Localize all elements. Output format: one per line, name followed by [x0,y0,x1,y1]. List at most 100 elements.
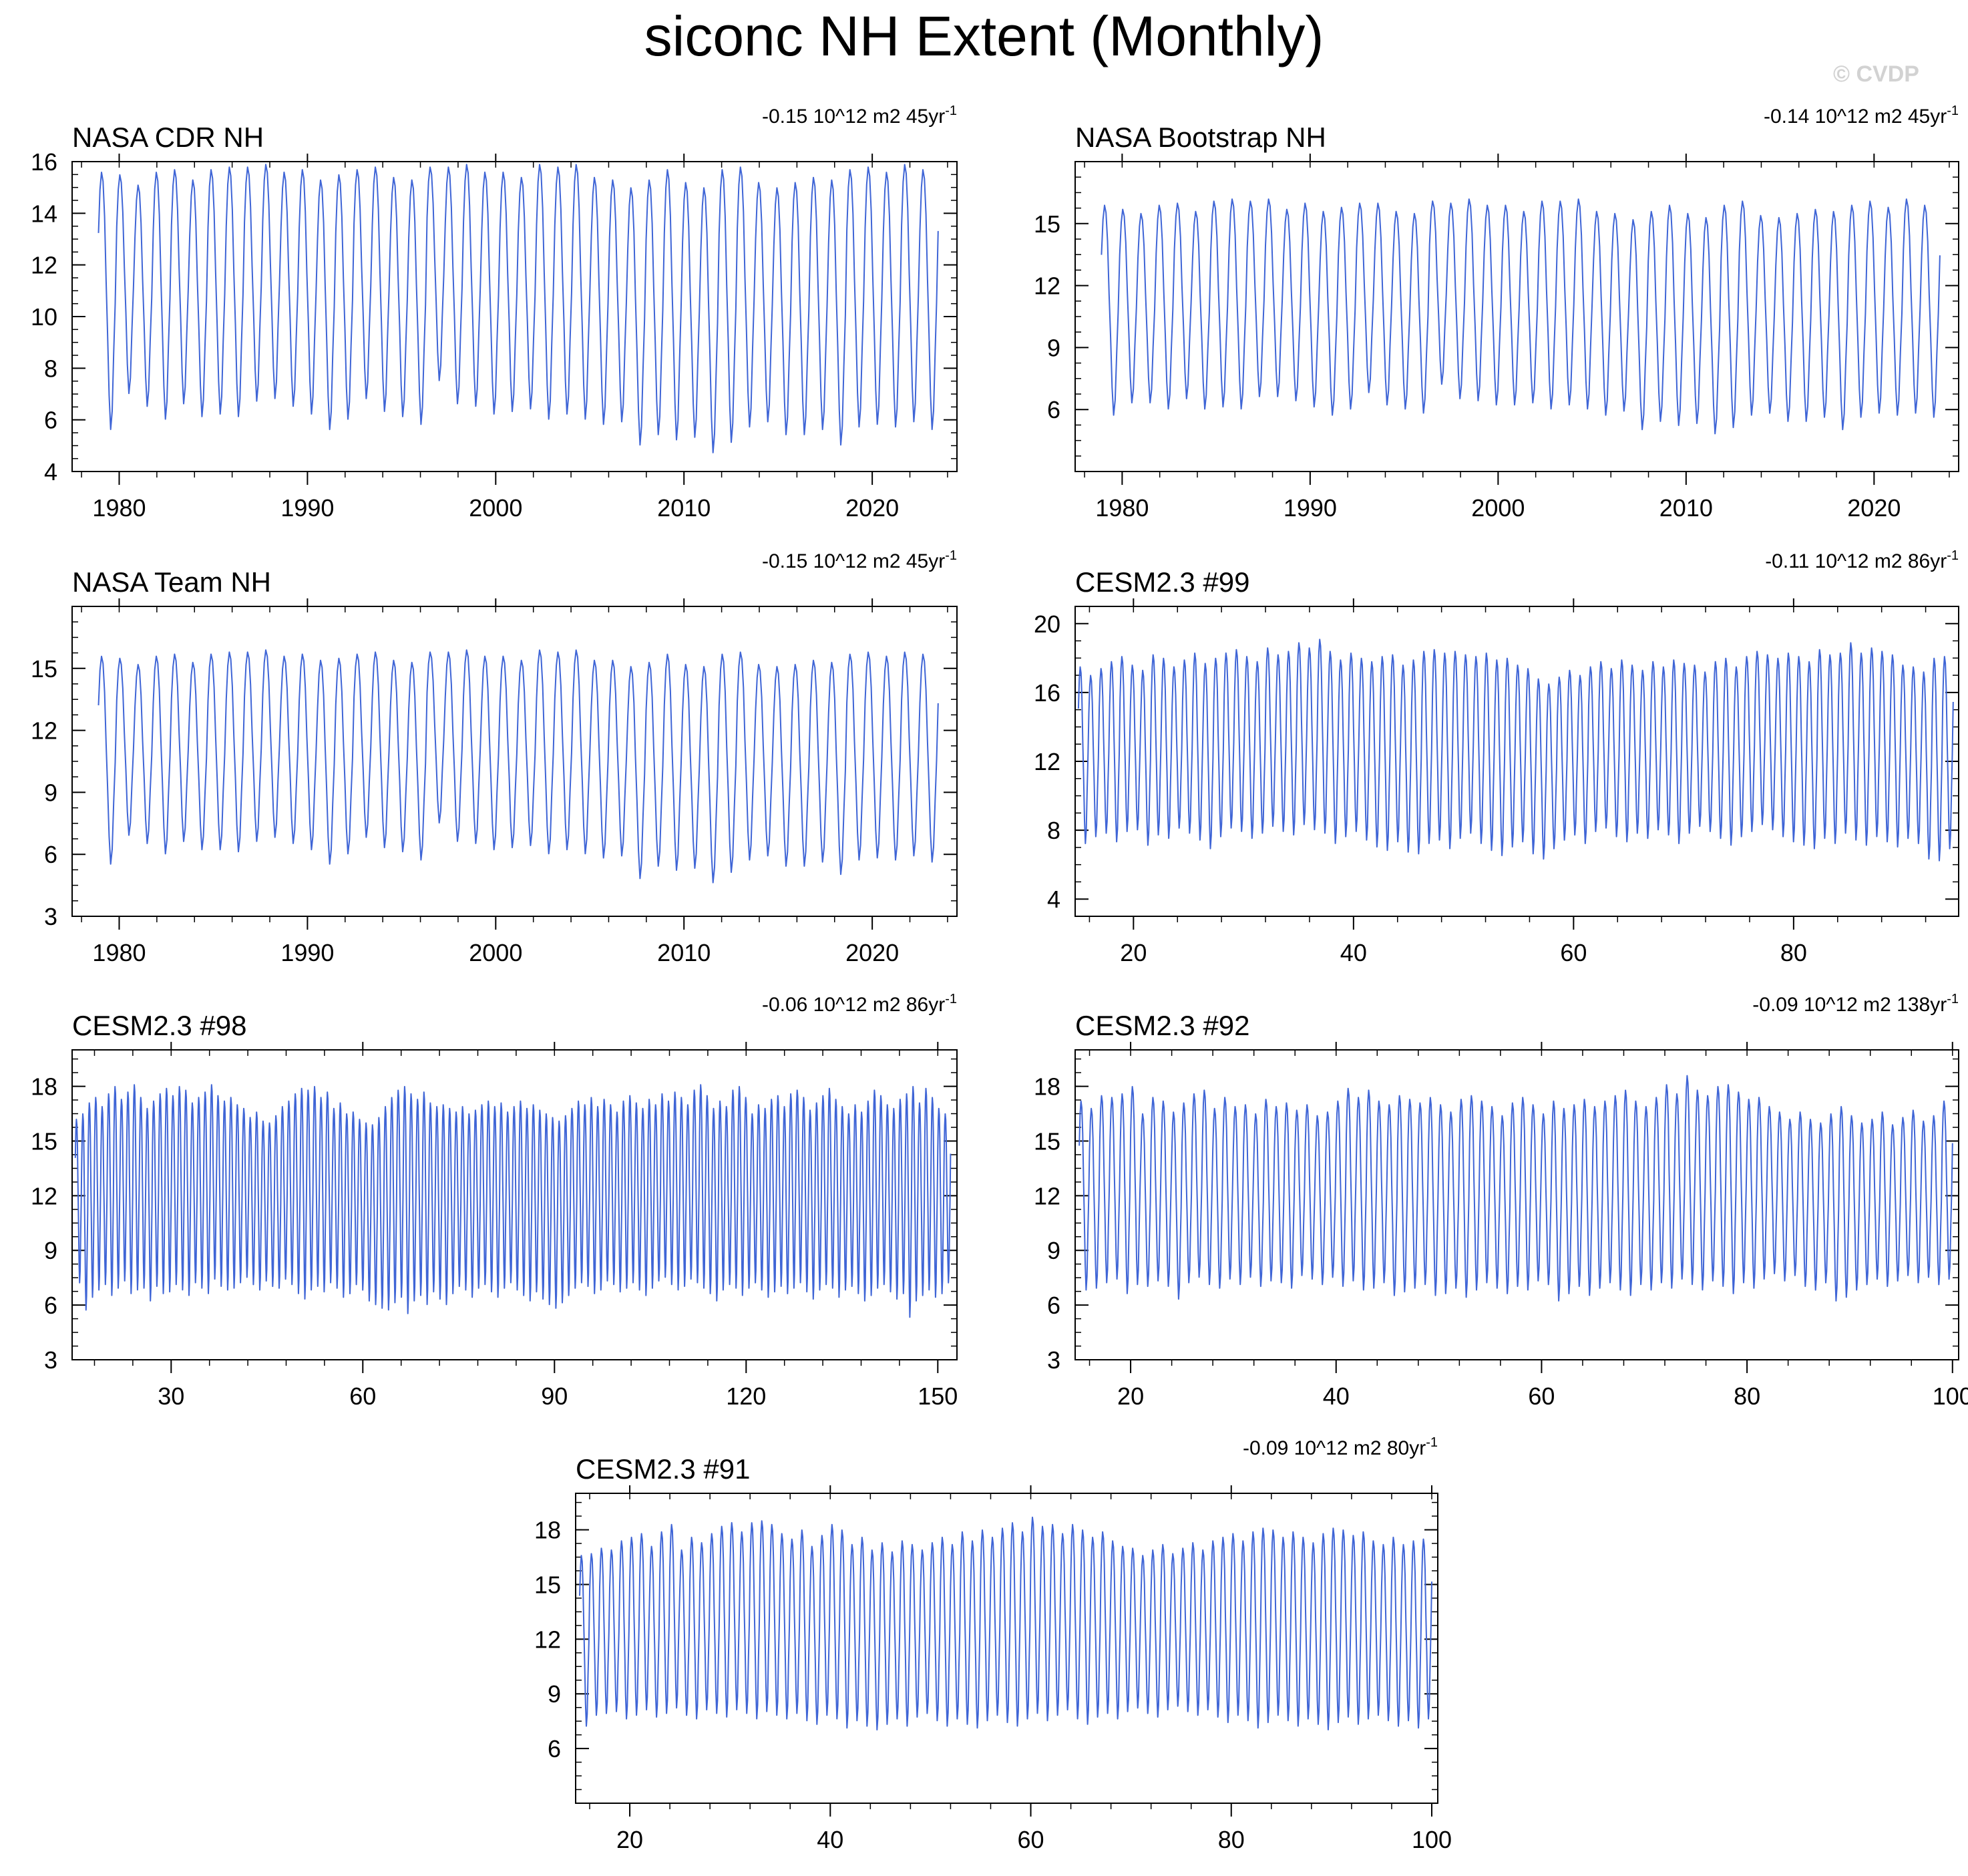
panel-title: CESM2.3 #98 [72,1010,246,1041]
y-tick-label: 8 [44,355,57,382]
trend-label: -0.09 10^12 m2 138yr-1 [1752,992,1959,1016]
trend-value: -0.09 10^12 m2 138yr [1752,994,1947,1016]
trend-value: -0.06 10^12 m2 86yr [762,994,945,1016]
x-tick-label: 150 [918,1382,958,1410]
chart-panel-5: CESM2.3 #98 -0.06 10^12 m2 86yr-1 3 6 9 12 15 1… [31,992,958,1410]
y-tick-label: 12 [1034,1182,1060,1209]
x-tick-label: 1980 [92,494,146,522]
x-tick-label: 2000 [1471,494,1525,522]
trend-exponent: -1 [945,992,957,1006]
y-tick-label: 12 [1034,748,1060,775]
main-title: siconc NH Extent (Monthly) [644,5,1324,67]
trend-label: -0.06 10^12 m2 86yr-1 [762,992,957,1016]
series-line [74,1084,952,1318]
trend-value: -0.15 10^12 m2 45yr [762,106,945,128]
x-tick-label: 2020 [1847,494,1901,522]
x-tick-label: 20 [616,1826,643,1853]
panel-title: CESM2.3 #99 [1075,566,1249,598]
chart-panel-2: NASA Bootstrap NH -0.14 10^12 m2 45yr-1 6 9… [1034,104,1959,522]
series-line [97,649,939,884]
x-tick-label: 100 [1412,1826,1452,1853]
panel-title: NASA Team NH [72,566,271,598]
x-tick-label: 2000 [469,939,522,966]
x-tick-label: 20 [1117,1382,1144,1410]
y-tick-label: 3 [44,903,57,930]
trend-exponent: -1 [945,104,957,118]
x-tick-label: 40 [817,1826,843,1853]
x-tick-label: 1990 [280,494,334,522]
chart-panel-4: CESM2.3 #99 -0.11 10^12 m2 86yr-1 4 8 12 16 20… [1034,548,1959,966]
x-tick-label: 1990 [280,939,334,966]
plot-frame [71,161,958,472]
y-tick-label: 8 [1047,817,1060,844]
y-tick-label: 3 [1047,1346,1060,1374]
series-line [579,1516,1432,1731]
y-tick-label: 15 [1034,210,1060,238]
y-tick-label: 15 [31,1127,57,1155]
x-tick-label: 1980 [92,939,146,966]
y-tick-label: 6 [1047,396,1060,423]
chart-panel-6: CESM2.3 #92 -0.09 10^12 m2 138yr-1 3 6 9 12 15… [1034,992,1968,1410]
y-tick-label: 12 [1034,272,1060,300]
y-tick-label: 12 [534,1626,561,1653]
y-tick-label: 10 [31,303,57,331]
trend-label: -0.15 10^12 m2 45yr-1 [762,548,957,572]
y-tick-label: 9 [1047,334,1060,361]
x-tick-label: 1990 [1284,494,1337,522]
x-tick-label: 80 [1218,1826,1245,1853]
panel-title: CESM2.3 #91 [576,1453,750,1485]
chart-panel-3: NASA Team NH -0.15 10^12 m2 45yr-1 3 6 9 12 15… [31,548,958,966]
trend-exponent: -1 [945,548,957,563]
panel-title: NASA CDR NH [72,122,264,153]
x-tick-label: 1980 [1095,494,1149,522]
x-tick-label: 2010 [657,494,711,522]
y-tick-label: 9 [1047,1237,1060,1264]
y-tick-label: 16 [1034,679,1060,707]
chart-panel-1: NASA CDR NH -0.15 10^12 m2 45yr-1 4 6 8 10 12 1… [31,104,958,522]
chart-panel-7: CESM2.3 #91 -0.09 10^12 m2 80yr-1 6 9 12 15 18… [534,1435,1452,1853]
x-tick-label: 90 [541,1382,568,1410]
y-tick-label: 20 [1034,610,1060,638]
trend-value: -0.15 10^12 m2 45yr [762,550,945,572]
x-tick-label: 20 [1120,939,1147,966]
trend-exponent: -1 [1947,548,1959,563]
trend-label: -0.15 10^12 m2 45yr-1 [762,104,957,128]
x-tick-label: 40 [1323,1382,1350,1410]
x-tick-label: 2010 [1659,494,1713,522]
plot-frame [71,606,958,917]
x-tick-label: 2020 [845,494,899,522]
y-tick-label: 12 [31,1182,57,1209]
x-tick-label: 60 [1560,939,1587,966]
y-tick-label: 6 [44,407,57,434]
y-tick-label: 18 [1034,1073,1060,1101]
x-tick-label: 40 [1340,939,1367,966]
x-tick-label: 80 [1734,1382,1760,1410]
y-tick-label: 3 [44,1346,57,1374]
panel-title: CESM2.3 #92 [1075,1010,1249,1041]
x-tick-label: 60 [1018,1826,1044,1853]
y-tick-label: 15 [31,655,57,683]
y-tick-label: 12 [31,252,57,279]
y-tick-label: 9 [548,1680,561,1708]
x-tick-label: 2020 [845,939,899,966]
x-tick-label: 60 [349,1382,376,1410]
x-tick-label: 60 [1528,1382,1555,1410]
panel-title: NASA Bootstrap NH [1075,122,1326,153]
y-tick-label: 4 [44,458,57,486]
y-tick-label: 14 [31,200,57,227]
trend-value: -0.09 10^12 m2 80yr [1243,1437,1426,1459]
y-tick-label: 16 [31,148,57,176]
trend-label: -0.14 10^12 m2 45yr-1 [1764,104,1959,128]
y-tick-label: 6 [44,841,57,868]
trend-exponent: -1 [1426,1435,1438,1450]
y-tick-label: 9 [44,779,57,806]
y-tick-label: 12 [31,717,57,745]
trend-label: -0.09 10^12 m2 80yr-1 [1243,1435,1438,1459]
plot-frame [1074,161,1959,472]
y-tick-label: 6 [1047,1292,1060,1319]
series-line [1078,1075,1953,1302]
y-tick-label: 18 [31,1073,57,1101]
trend-exponent: -1 [1947,104,1959,118]
y-tick-label: 18 [534,1517,561,1544]
